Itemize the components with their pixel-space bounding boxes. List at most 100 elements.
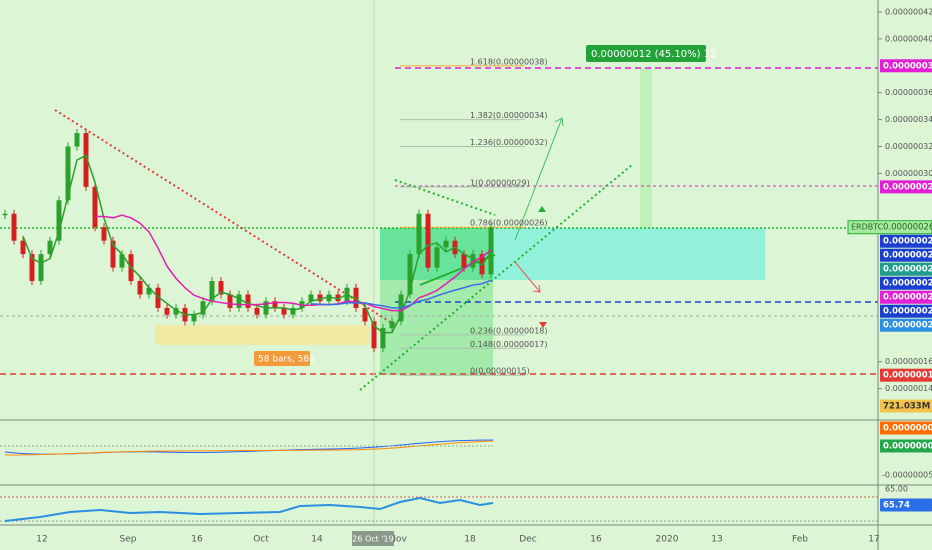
- price-tag-bg: [880, 59, 932, 73]
- candle-body: [164, 307, 170, 315]
- candle-body: [155, 287, 161, 308]
- candle-body: [389, 321, 395, 329]
- price-tag: 0.00000038: [883, 61, 932, 71]
- macd-tag: 0.00000001: [883, 424, 932, 434]
- x-tick-label: Sep: [120, 535, 137, 545]
- candle-body: [146, 287, 152, 295]
- x-tick-label: 16: [191, 535, 203, 545]
- candles: [2, 129, 494, 353]
- measure-label-bg: [586, 45, 706, 62]
- price-tag: 0.00000015: [883, 371, 932, 381]
- price-tag-bg: [880, 318, 932, 332]
- x-tick-label: 17: [868, 535, 879, 545]
- price-tag: 0.00000021: [883, 293, 932, 303]
- candle-body: [38, 254, 44, 282]
- candle-body: [101, 227, 107, 241]
- symbol-tag-bg: [847, 220, 932, 235]
- volume-tag: 721.033M: [883, 402, 930, 412]
- y-tick-label: 0.00000042: [885, 7, 932, 16]
- rsi-axis-label: 65.00: [885, 485, 908, 494]
- up-arrow: [538, 206, 546, 212]
- crosshair-date: 26 Oct '19: [352, 535, 393, 544]
- candle-body: [47, 240, 53, 255]
- x-tick-label: Dec: [519, 535, 536, 545]
- y-tick-label: 0.00000040: [885, 34, 932, 43]
- candle-body: [227, 294, 233, 308]
- candle-body: [317, 294, 323, 302]
- candle-body: [245, 294, 251, 308]
- candle-body: [443, 240, 449, 248]
- price-tag-bg: [880, 368, 932, 382]
- candle-body: [461, 254, 467, 268]
- fib-label: 0.786(0.00000026): [470, 219, 548, 228]
- candle-body: [434, 247, 440, 268]
- candle-body: [290, 307, 296, 315]
- projection-arrow: [514, 117, 564, 241]
- candle-body: [362, 307, 368, 322]
- candle-body: [236, 294, 242, 308]
- price-tag-bg: [880, 180, 932, 194]
- ma-fast: [22, 154, 492, 334]
- x-tick-label: Feb: [792, 535, 808, 545]
- projection-arrow: [514, 261, 541, 293]
- candle-body: [425, 213, 431, 268]
- candle-body: [218, 281, 224, 295]
- x-tick-label: Oct: [253, 535, 269, 545]
- candle-body: [191, 314, 197, 322]
- price-tag: 0.00000024: [883, 251, 932, 261]
- x-tick-label: 18: [464, 535, 476, 545]
- crosshair-date-bg: [352, 531, 394, 546]
- measure-label: 0.00000012 (45.10%) 12: [591, 49, 716, 60]
- price-tag: 0.00000026: [883, 237, 932, 247]
- candle-body: [110, 240, 116, 268]
- candle-body: [281, 307, 287, 315]
- candle-body: [326, 294, 332, 302]
- ma-slow: [95, 214, 492, 312]
- candle-body: [56, 200, 62, 241]
- candle-body: [371, 321, 377, 349]
- candle-body: [308, 294, 314, 302]
- range-box: [155, 325, 370, 345]
- labels: 0.00000042 0.00000040 0.00000036 0.00000034…: [36, 7, 932, 546]
- candle-body: [137, 281, 143, 295]
- y-tick-label: 0.00000016: [885, 357, 932, 366]
- rsi-tag-bg: [880, 498, 932, 512]
- candle-body: [272, 301, 278, 308]
- symbol-name: ERDBTC: [851, 223, 884, 232]
- price-tag-bg: [880, 290, 932, 304]
- macd-tag-bg: [880, 421, 932, 435]
- x-tick-label: Nov: [389, 535, 407, 545]
- candle-body: [416, 213, 422, 255]
- price-tag: 0.00000023: [883, 265, 932, 275]
- candle-body: [29, 254, 35, 282]
- fib-label: 0.148(0.00000017): [470, 340, 548, 349]
- candle-body: [335, 294, 341, 302]
- candle-body: [254, 307, 260, 315]
- rsi-line: [4, 496, 494, 522]
- candle-body: [209, 281, 215, 302]
- candle-body: [11, 213, 17, 241]
- y-tick-label: 0.00000030: [885, 169, 932, 178]
- fib-label: 1.236(0.00000032): [470, 138, 548, 147]
- target-bar: [640, 68, 652, 228]
- fib-label: 1.618(0.00000038): [470, 57, 548, 66]
- y-tick-label: 0.00000036: [885, 88, 932, 97]
- price-tag-bg: [880, 304, 932, 318]
- price-tag-bg: [880, 234, 932, 248]
- candle-body: [200, 301, 206, 315]
- x-tick-label: 2020: [656, 535, 679, 545]
- candle-body: [119, 254, 125, 268]
- bars-label-bg: [254, 351, 310, 366]
- y-tick-label: 0.00000032: [885, 142, 932, 151]
- candle-body: [20, 240, 26, 255]
- candle-body: [353, 287, 359, 308]
- price-tag-bg: [880, 276, 932, 290]
- down-arrow: [539, 322, 547, 328]
- y-tick-label: 0.00000014: [885, 384, 932, 393]
- x-tick-label: 12: [36, 535, 47, 545]
- volume-tag-bg: [880, 399, 932, 413]
- candle-body: [173, 307, 179, 315]
- macd-tag-bg: [880, 439, 932, 453]
